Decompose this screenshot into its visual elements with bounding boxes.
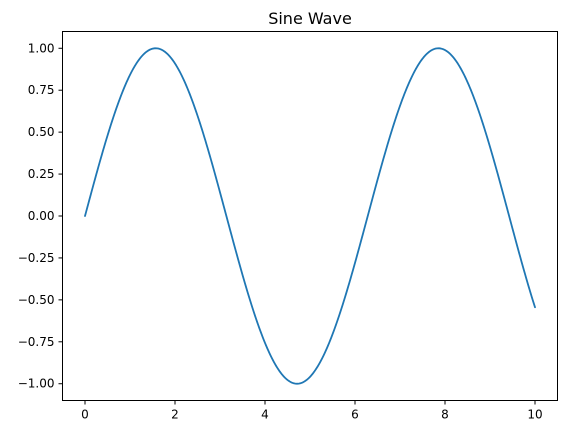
y-tick-label: −0.25 (18, 251, 55, 265)
y-tick-label: −0.50 (18, 293, 55, 307)
y-tick-label: 0.75 (28, 83, 55, 97)
plot-area (84, 47, 536, 385)
chart-title: Sine Wave (268, 9, 352, 28)
y-tick-label: 0.00 (28, 209, 55, 223)
x-tick-label: 6 (351, 408, 359, 422)
y-tick-label: 1.00 (28, 41, 55, 55)
y-tick-label: −1.00 (18, 377, 55, 391)
x-tick-label: 2 (171, 408, 179, 422)
y-axis-ticks: 1.00 0.75 0.50 0.25 0.00 −0.25 −0.50 −0.75 −1.00 (18, 41, 63, 391)
y-tick-label: 0.50 (28, 125, 55, 139)
x-tick-label: 10 (527, 408, 542, 422)
x-tick-label: 4 (261, 408, 269, 422)
x-tick-label: 0 (81, 408, 89, 422)
axes-frame (62, 31, 558, 401)
y-tick-label: −0.75 (18, 335, 55, 349)
x-tick-label: 8 (441, 408, 449, 422)
x-axis-ticks: 0 2 4 6 8 10 (81, 400, 543, 422)
y-tick-label: 0.25 (28, 167, 55, 181)
series-line-sine (84, 47, 536, 385)
